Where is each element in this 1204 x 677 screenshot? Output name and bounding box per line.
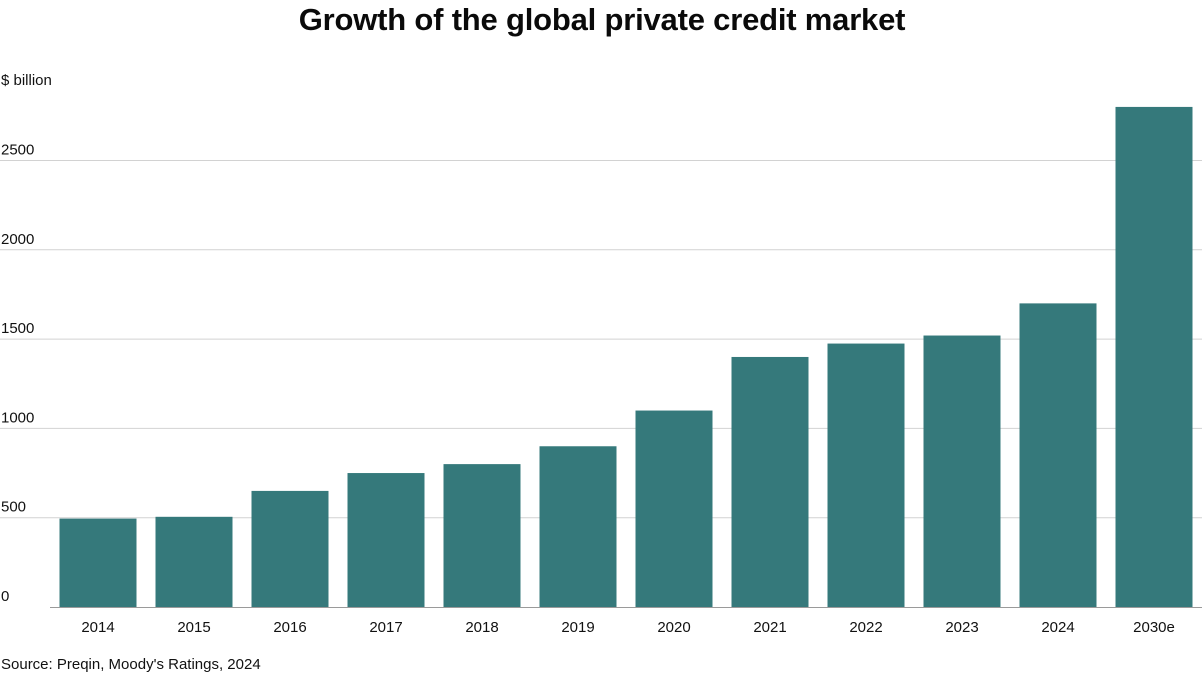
x-tick-label-2023: 2023	[945, 619, 978, 636]
x-axis-ticks: 2014 2015 2016 2017 2018 2019 2020 2021 2022 2023…	[81, 619, 1175, 636]
bar-2016	[251, 490, 329, 607]
x-tick-label-2016: 2016	[273, 619, 306, 636]
bar-2017	[347, 473, 425, 607]
x-tick-label-2018: 2018	[465, 619, 498, 636]
x-tick-label-2024: 2024	[1041, 619, 1074, 636]
bar-2022	[827, 343, 905, 607]
y-axis-ticks: 0 500 1000 1500 2000 2500	[1, 142, 34, 606]
bar-2024	[1019, 303, 1097, 607]
x-tick-label-2020: 2020	[657, 619, 690, 636]
bar-2018	[443, 464, 521, 607]
bar-2023	[923, 335, 1001, 607]
bar-2015	[155, 516, 233, 607]
y-axis-unit-label: $ billion	[1, 72, 52, 89]
bar-2014	[59, 518, 137, 607]
bar-2030e	[1115, 106, 1193, 608]
bar-2021	[731, 356, 809, 607]
x-tick-label-2021: 2021	[753, 619, 786, 636]
x-tick-label-2014: 2014	[81, 619, 114, 636]
chart-title: Growth of the global private credit mark…	[298, 2, 906, 37]
x-tick-label-2022: 2022	[849, 619, 882, 636]
x-tick-label-2030e: 2030e	[1133, 619, 1175, 636]
x-tick-label-2015: 2015	[177, 619, 210, 636]
bar-2020	[635, 410, 713, 607]
x-tick-label-2019: 2019	[561, 619, 594, 636]
bar-2019	[539, 446, 617, 607]
x-tick-label-2017: 2017	[369, 619, 402, 636]
y-tick-label-500: 500	[1, 499, 26, 516]
bars	[59, 106, 1193, 608]
y-tick-label-1500: 1500	[1, 320, 34, 337]
source-note: Source: Preqin, Moody's Ratings, 2024	[1, 656, 261, 673]
y-tick-label-2000: 2000	[1, 231, 34, 248]
y-tick-label-0: 0	[1, 588, 9, 605]
y-tick-label-1000: 1000	[1, 409, 34, 426]
y-tick-label-2500: 2500	[1, 142, 34, 159]
